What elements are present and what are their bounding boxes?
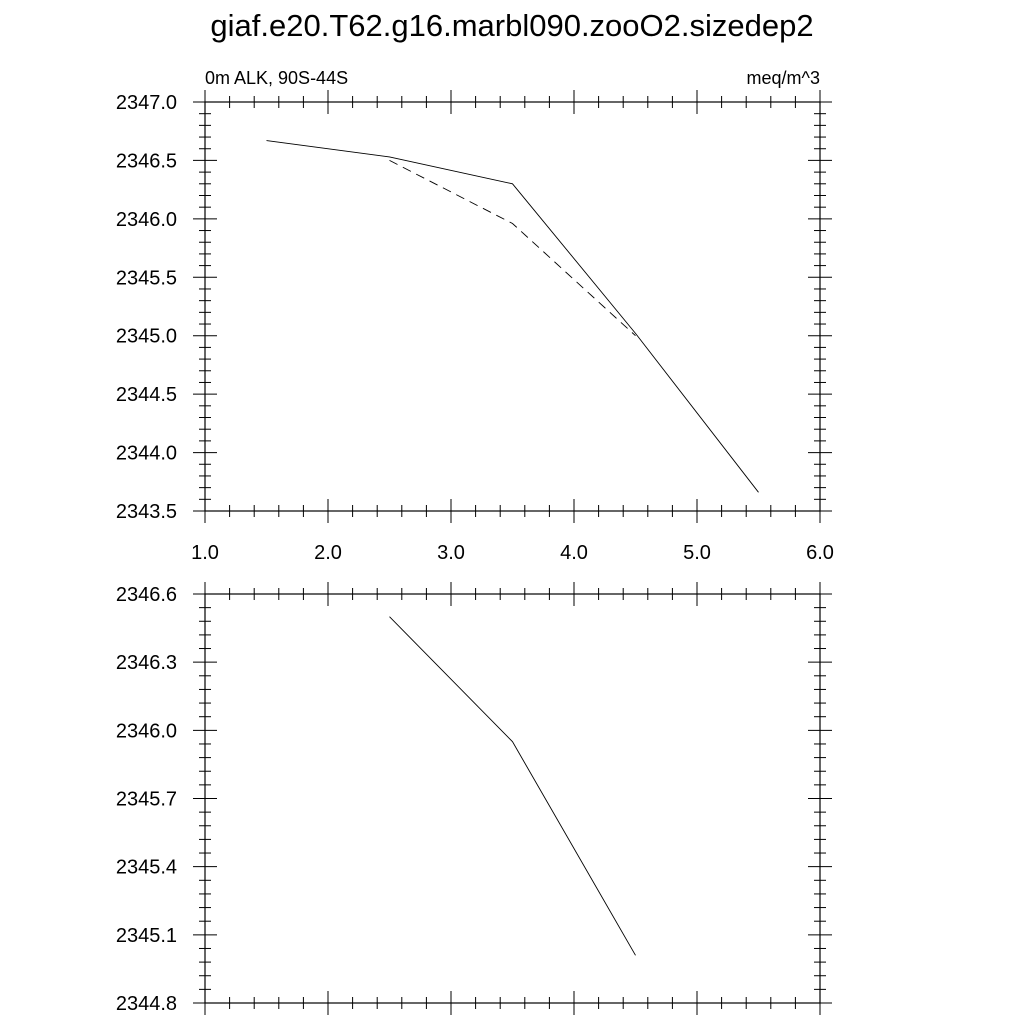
y-tick-label: 2346.6 (116, 584, 177, 606)
series-line-solid (266, 140, 759, 493)
x-tick-label: 4.0 (560, 542, 588, 564)
y-tick-label: 2344.0 (116, 443, 177, 465)
y-tick-label: 2346.5 (116, 150, 177, 172)
y-tick-label: 2347.0 (116, 92, 177, 114)
y-tick-label: 2345.7 (116, 789, 177, 811)
top-panel: 1.0 2.0 3.0 4.0 5.0 6.0 2343.5 2344.0 2344.5 2345… (116, 68, 834, 564)
y-tick-label: 2344.5 (116, 384, 177, 406)
y-tick-label: 2344.8 (116, 993, 177, 1015)
y-tick-label: 2346.0 (116, 209, 177, 231)
x-tick-label: 6.0 (806, 542, 834, 564)
y-tick-label: 2346.0 (116, 720, 177, 742)
plot-frame (204, 593, 821, 1004)
x-tick-label: 1.0 (191, 542, 219, 564)
y-tick-label: 2345.1 (116, 925, 177, 947)
subtitle-left: 0m ALK, 90S-44S (205, 68, 348, 88)
chart-title: giaf.e20.T62.g16.marbl090.zooO2.sizedep2 (210, 8, 814, 43)
y-tick-label: 2345.0 (116, 326, 177, 348)
series-line-dashed (389, 159, 636, 337)
plot-frame (204, 101, 821, 512)
x-tick-label: 2.0 (314, 542, 342, 564)
bottom-panel: 2344.8 2345.1 2345.4 2345.7 2346.0 2346.3 2346… (116, 582, 832, 1015)
series-line-solid (389, 616, 636, 956)
y-tick-label: 2345.5 (116, 267, 177, 289)
x-tick-label: 3.0 (437, 542, 465, 564)
x-tick-label: 5.0 (683, 542, 711, 564)
y-tick-label: 2346.3 (116, 652, 177, 674)
y-tick-label: 2343.5 (116, 501, 177, 523)
units-label: meq/m^3 (747, 68, 820, 88)
y-tick-label: 2345.4 (116, 857, 177, 879)
